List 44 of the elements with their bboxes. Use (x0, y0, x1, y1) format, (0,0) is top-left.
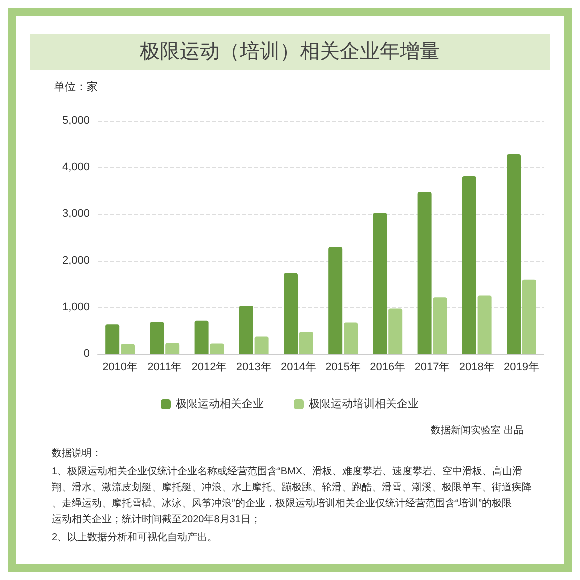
y-tick-label: 1,000 (62, 301, 90, 314)
text: 数据新闻实验室 出品 (431, 424, 524, 436)
bar (121, 344, 135, 354)
bar (373, 213, 388, 354)
bar (344, 322, 358, 354)
y-axis-title: 单位：家 (54, 80, 98, 94)
text: 数据说明： (52, 448, 102, 460)
y-tick-label: 3,000 (62, 208, 90, 220)
x-tick-label: 2018年 (459, 362, 495, 374)
y-tick-label: 5,000 (62, 115, 90, 127)
x-tick-label: 2015年 (326, 362, 362, 374)
bar (462, 176, 476, 354)
text: 1、极限运动相关企业仅统计企业名称或经营范围含“BMX、滑板、难度攀岩、速度攀岩、空中滑板、高山滑翔、滑水、激流皮划艇、摩托艇、冲浪、水上摩托、蹦极跳、轮滑、跑酷、滑雪、潮溪、极限单车、街道疾降、走绳运动、摩托雪橇、冰泳、风筝冲浪”的企业，极限运动培训相关企业仅统计经营范围含“培训”的极限运动相关企业；统计时间截至2020年8月31日； (52, 466, 532, 526)
bar (418, 192, 432, 354)
x-tick-label: 2012年 (192, 362, 228, 374)
x-tick-label: 2013年 (236, 362, 272, 374)
y-tick-label: 2,000 (62, 254, 90, 267)
x-tick-label: 2010年 (102, 362, 138, 374)
bar (299, 332, 314, 354)
y-tick-label: 0 (84, 348, 90, 360)
bar (254, 336, 269, 354)
bar (106, 324, 120, 354)
x-tick-label: 2011年 (148, 362, 182, 374)
bar (478, 296, 492, 354)
chart-title: 极限运动（培训）相关企业年增量 (139, 41, 440, 63)
legend-label: 极限运动相关企业 (175, 398, 264, 410)
bar (328, 247, 343, 354)
bar (239, 306, 254, 354)
bar (210, 344, 224, 354)
text: 2、以上数据分析和可视化自动产出。 (52, 532, 218, 544)
x-tick-label: 2016年 (370, 362, 406, 374)
y-tick-label: 4,000 (62, 162, 90, 174)
bar (433, 298, 448, 354)
bar (284, 273, 298, 354)
bar (388, 308, 403, 354)
x-tick-label: 2014年 (280, 362, 316, 374)
bar (150, 322, 164, 354)
x-tick-label: 2017年 (414, 362, 450, 374)
legend-label: 极限运动培训相关企业 (308, 398, 419, 410)
bar (166, 343, 180, 354)
x-tick-label: 2019年 (504, 362, 540, 374)
bar (522, 280, 536, 354)
bar (194, 320, 209, 354)
bar (507, 154, 521, 354)
